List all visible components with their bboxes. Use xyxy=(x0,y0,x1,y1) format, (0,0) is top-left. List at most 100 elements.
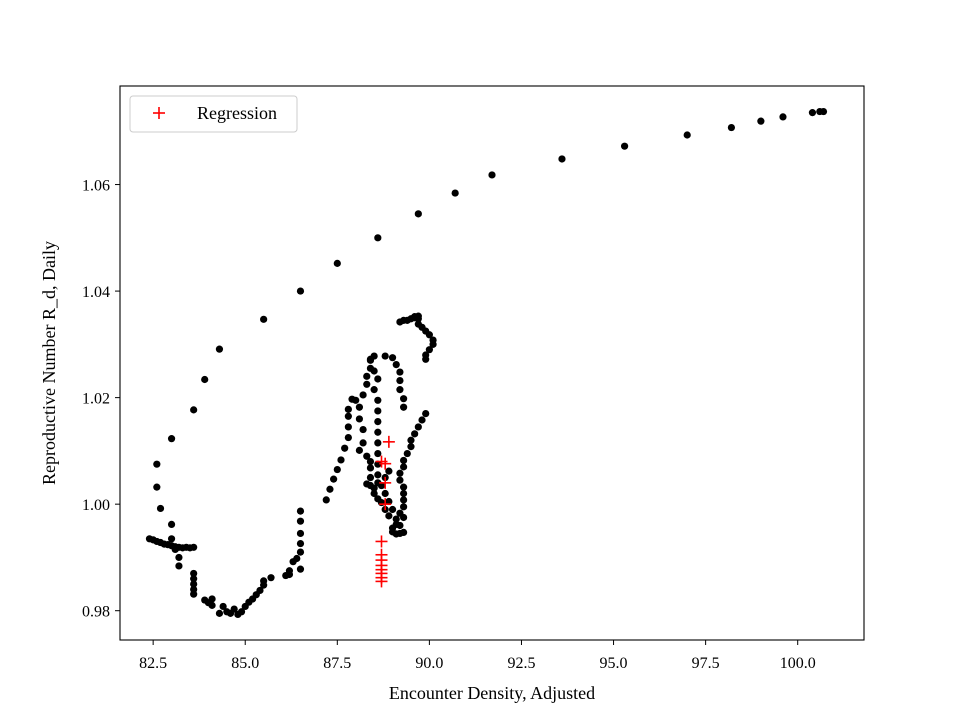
data-point xyxy=(296,539,305,548)
data-point xyxy=(190,590,198,598)
data-point xyxy=(374,449,382,458)
legend-label-regression: Regression xyxy=(197,103,277,123)
data-point xyxy=(366,473,375,482)
data-point xyxy=(757,117,765,125)
data-point xyxy=(808,109,817,117)
data-point xyxy=(400,456,408,465)
data-point xyxy=(374,375,382,383)
data-point xyxy=(396,386,404,394)
x-axis: 82.5 85.0 87.5 90.0 92.5 95.0 97.5 100.0 xyxy=(139,640,816,672)
data-point xyxy=(422,355,430,363)
data-point xyxy=(355,446,364,454)
data-point xyxy=(156,504,165,513)
regression-point xyxy=(379,498,392,511)
data-point xyxy=(326,485,334,493)
data-point xyxy=(400,528,408,536)
x-tick-label: 95.0 xyxy=(600,655,628,672)
data-point xyxy=(330,475,338,483)
data-point xyxy=(237,608,246,616)
data-point xyxy=(400,496,408,504)
data-point xyxy=(374,417,382,426)
data-point xyxy=(414,423,422,431)
data-point xyxy=(296,529,305,538)
data-point xyxy=(385,497,393,506)
data-point xyxy=(296,287,305,295)
data-point xyxy=(425,331,433,339)
data-point xyxy=(374,234,382,242)
data-point xyxy=(344,405,352,413)
regression-points xyxy=(375,435,395,588)
data-point xyxy=(359,425,367,434)
data-point xyxy=(366,355,375,363)
data-point xyxy=(385,512,393,520)
data-point xyxy=(418,416,426,424)
data-point xyxy=(363,480,371,488)
data-point xyxy=(388,505,397,514)
data-point xyxy=(230,605,238,613)
legend-plus-marker xyxy=(153,107,165,119)
data-point xyxy=(377,481,386,490)
data-point xyxy=(322,496,330,504)
data-point xyxy=(400,463,408,471)
data-point xyxy=(333,465,341,474)
data-point xyxy=(407,443,415,451)
x-tick-label: 97.5 xyxy=(692,655,720,672)
data-point xyxy=(414,210,422,218)
data-point xyxy=(215,345,224,353)
data-point xyxy=(411,430,419,438)
regression-point xyxy=(379,457,392,470)
y-tick-label: 1.04 xyxy=(82,284,110,301)
data-point xyxy=(363,372,371,380)
data-point xyxy=(344,412,352,420)
data-point xyxy=(620,142,629,150)
data-point xyxy=(167,535,176,543)
data-point xyxy=(392,360,400,369)
data-point xyxy=(374,396,382,404)
data-point xyxy=(175,553,183,562)
data-point xyxy=(396,521,404,530)
data-point xyxy=(267,574,275,582)
data-point xyxy=(429,340,437,348)
x-tick-label: 82.5 xyxy=(139,655,167,672)
data-point xyxy=(153,460,161,468)
data-point xyxy=(201,375,209,384)
data-point xyxy=(683,131,691,139)
data-point xyxy=(363,452,371,460)
data-point xyxy=(370,484,378,492)
data-point xyxy=(219,602,227,611)
data-point xyxy=(260,577,268,585)
data-point xyxy=(256,586,264,595)
data-point xyxy=(414,315,422,323)
data-point xyxy=(215,609,224,617)
data-point xyxy=(400,489,408,498)
y-tick-label: 1.02 xyxy=(82,391,110,408)
data-point xyxy=(451,189,459,197)
y-axis: 0.98 1.00 1.02 1.04 1.06 xyxy=(82,178,120,621)
data-point xyxy=(190,575,198,583)
data-point xyxy=(779,113,787,121)
data-point xyxy=(392,515,400,523)
data-point xyxy=(425,346,433,354)
data-point xyxy=(374,460,382,468)
x-tick-label: 92.5 xyxy=(507,655,535,672)
data-point xyxy=(359,439,367,447)
data-points xyxy=(145,107,828,619)
data-point xyxy=(341,444,349,452)
data-point xyxy=(381,489,389,498)
data-point xyxy=(355,415,364,423)
data-point xyxy=(289,558,297,566)
data-point xyxy=(260,315,268,323)
data-point xyxy=(190,580,198,588)
data-point xyxy=(208,601,216,609)
data-point xyxy=(396,476,404,484)
data-point xyxy=(190,406,198,414)
data-point xyxy=(396,368,404,376)
regression-point xyxy=(379,476,392,489)
data-point xyxy=(370,367,378,375)
regression-point xyxy=(375,575,388,588)
data-point xyxy=(727,123,736,132)
data-point xyxy=(488,171,496,179)
data-point xyxy=(366,457,375,466)
regression-point xyxy=(375,535,388,548)
